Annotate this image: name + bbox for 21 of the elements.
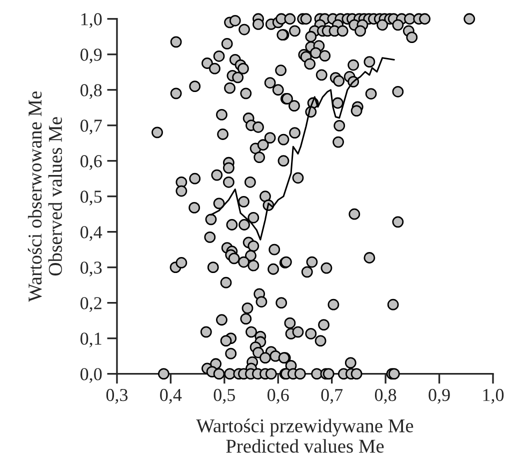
x-tick-label: 0,9 <box>428 388 450 404</box>
y-tick-label: 0,6 <box>80 155 102 170</box>
x-tick-label: 0,8 <box>374 388 396 404</box>
y-tick-label: 0,9 <box>80 48 102 64</box>
x-tick-label: 0,5 <box>214 388 235 404</box>
y-axis-title: Wartości obserwowane Me Observed values Me <box>28 91 62 302</box>
y-tick-label: 0,4 <box>80 226 102 241</box>
x-tick-label: 0,6 <box>268 388 289 404</box>
y-tick-label: 0,1 <box>80 332 102 348</box>
y-tick-label: 0,3 <box>80 262 102 276</box>
y-tick-label: 0,5 <box>80 190 102 206</box>
y-tick-label: 1,0 <box>81 13 102 28</box>
y-tick-label: 0,2 <box>80 297 102 312</box>
x-tick-label: 0,3 <box>106 388 128 404</box>
x-axis-title: Wartości przewidywane Me Predicted values Me <box>196 418 414 453</box>
y-tick-label: 0,7 <box>80 120 102 134</box>
y-tick-label: 0,8 <box>80 84 102 99</box>
x-tick-label: 1,0 <box>483 388 504 404</box>
x-tick-label: 0,7 <box>321 388 343 404</box>
x-tick-label: 0,4 <box>160 388 182 404</box>
y-tick-label: 0,0 <box>80 368 102 383</box>
